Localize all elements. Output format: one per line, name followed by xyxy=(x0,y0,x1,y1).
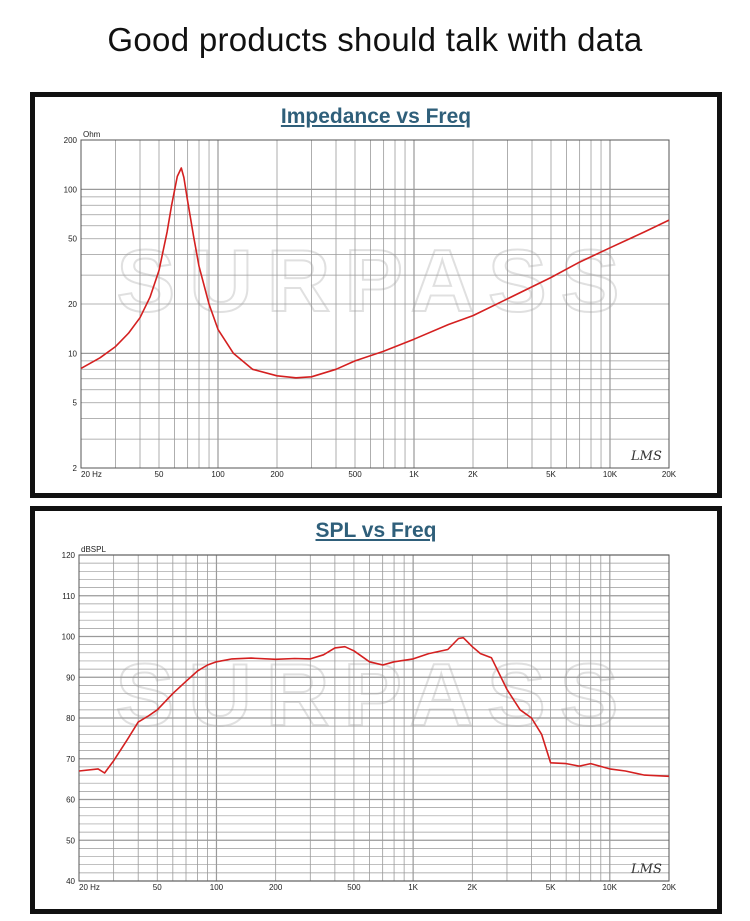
spl-y-tick-label: 60 xyxy=(66,796,75,805)
impedance-watermark: SURPASS xyxy=(117,231,634,330)
impedance-x-tick-label: 50 xyxy=(155,470,164,479)
impedance-y-unit-label: Ohm xyxy=(83,130,101,139)
spl-x-tick-label: 50 xyxy=(153,883,162,892)
impedance-y-tick-label: 2 xyxy=(73,464,78,473)
spl-brand-mark: LMS xyxy=(630,862,662,877)
impedance-x-tick-label: 200 xyxy=(270,470,284,479)
impedance-x-tick-label: 10K xyxy=(603,470,618,479)
impedance-series-line xyxy=(80,167,670,379)
impedance-plot-border xyxy=(80,139,670,469)
impedance-x-tick-label: 1K xyxy=(409,470,419,479)
spl-x-tick-label: 200 xyxy=(269,883,283,892)
spl-y-unit-label: dBSPL xyxy=(81,545,106,554)
impedance-chart: SURPASS 20 Hz 50 100 200 500 1K 2K 5K 10K 20K 200 10… xyxy=(64,130,677,479)
spl-x-tick-label: 10K xyxy=(603,883,618,892)
impedance-x-tick-label: 5K xyxy=(546,470,556,479)
spl-x-tick-label: 100 xyxy=(210,883,224,892)
spl-y-tick-label: 80 xyxy=(66,714,75,723)
spl-y-tick-label: 110 xyxy=(62,592,75,601)
spl-y-tick-label: 50 xyxy=(66,836,75,845)
spl-y-tick-label: 90 xyxy=(66,673,75,682)
spl-y-tick-label: 100 xyxy=(62,633,76,642)
spl-x-tick-label: 2K xyxy=(467,883,477,892)
spl-chart: SURPASS 20 Hz 50 100 200 500 1K 2K 5K 10K 20K 120 11… xyxy=(62,545,677,892)
impedance-y-tick-label: 100 xyxy=(64,185,78,194)
impedance-x-tick-label: 100 xyxy=(211,470,225,479)
impedance-x-tick-label: 20K xyxy=(662,470,677,479)
impedance-brand-mark: LMS xyxy=(630,449,662,464)
impedance-y-tick-label: 50 xyxy=(68,235,77,244)
page-headline: Good products should talk with data xyxy=(107,21,643,58)
spl-y-tick-label: 120 xyxy=(62,551,76,560)
spl-chart-panel: SPL vs Freq SURPASS 20 Hz 50 100 200 500 1K 2K 5… xyxy=(30,506,722,914)
impedance-y-tick-label: 20 xyxy=(68,300,77,309)
impedance-chart-title: Impedance vs Freq xyxy=(280,105,472,128)
spl-plot-border xyxy=(78,554,670,882)
impedance-y-tick-label: 200 xyxy=(64,136,78,145)
impedance-y-tick-label: 10 xyxy=(68,349,77,358)
spl-chart-title: SPL vs Freq xyxy=(315,519,437,542)
spl-y-tick-label: 40 xyxy=(66,877,75,886)
spl-watermark: SURPASS xyxy=(116,645,633,744)
impedance-y-tick-label: 5 xyxy=(73,399,78,408)
impedance-x-tick-label: 2K xyxy=(468,470,478,479)
spl-x-tick-label: 20 Hz xyxy=(79,883,100,892)
impedance-grid xyxy=(80,139,670,469)
spl-y-tick-label: 70 xyxy=(66,755,75,764)
spl-series-line xyxy=(78,636,670,778)
spl-x-tick-label: 5K xyxy=(546,883,556,892)
spl-grid xyxy=(78,554,670,882)
spl-x-tick-label: 20K xyxy=(662,883,677,892)
spl-x-tick-label: 1K xyxy=(408,883,418,892)
impedance-x-tick-label: 500 xyxy=(348,470,362,479)
impedance-x-tick-label: 20 Hz xyxy=(81,470,102,479)
spl-x-tick-label: 500 xyxy=(347,883,361,892)
impedance-chart-panel: Impedance vs Freq SURPASS 20 Hz 50 100 200 50… xyxy=(30,92,722,498)
